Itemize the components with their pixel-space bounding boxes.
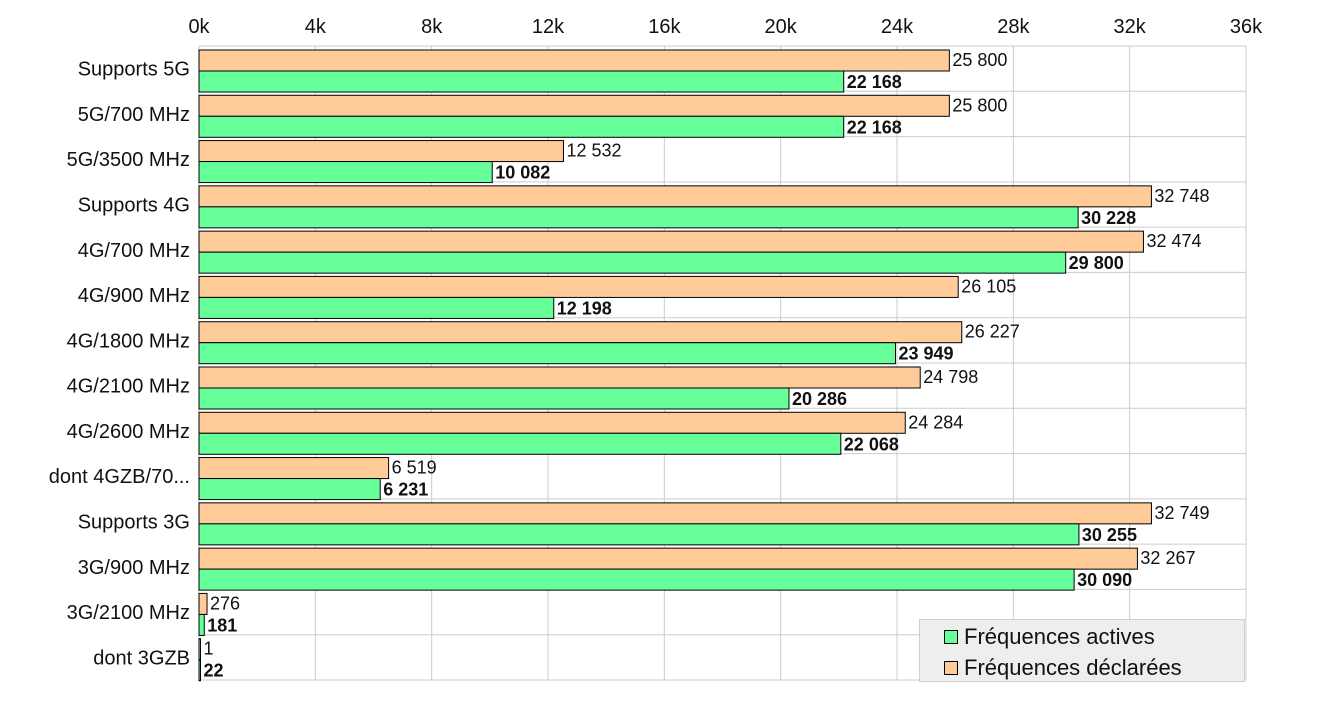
data-label-active: 6 231 — [383, 480, 428, 500]
bar-declared — [198, 457, 390, 480]
bar-active — [198, 568, 1075, 591]
data-label-active: 22 168 — [847, 117, 902, 137]
data-label-active: 181 — [207, 615, 237, 635]
bar-active — [198, 613, 205, 636]
bar-active — [198, 70, 845, 93]
data-label-declared: 26 227 — [965, 322, 1020, 342]
data-label-active: 22 168 — [847, 72, 902, 92]
x-tick-label: 8k — [421, 16, 443, 38]
bar-declared — [198, 140, 564, 163]
category-label: Supports 3G — [78, 512, 190, 534]
category-label: 4G/700 MHz — [78, 240, 190, 262]
legend-label-declared: Fréquences déclarées — [964, 655, 1182, 680]
data-label-declared: 24 798 — [923, 367, 978, 387]
category-label: dont 3GZB — [93, 647, 190, 669]
x-tick-label: 4k — [305, 16, 327, 38]
data-label-declared: 24 284 — [908, 412, 963, 432]
data-label-declared: 32 474 — [1146, 231, 1201, 251]
data-label-declared: 1 — [204, 639, 214, 659]
data-label-active: 23 949 — [899, 344, 954, 364]
data-label-declared: 6 519 — [392, 458, 437, 478]
bar-declared — [198, 411, 906, 434]
bar-active — [198, 115, 845, 138]
category-label: 4G/900 MHz — [78, 285, 190, 307]
category-label: 5G/3500 MHz — [67, 149, 190, 171]
bar-declared — [198, 366, 921, 389]
bar-declared — [198, 592, 208, 615]
data-label-active: 30 228 — [1081, 208, 1136, 228]
category-label: 5G/700 MHz — [78, 104, 190, 126]
x-tick-label: 24k — [881, 16, 914, 38]
data-label-active: 20 286 — [792, 389, 847, 409]
legend-item-declared: Fréquences déclarées — [944, 655, 1182, 681]
data-label-active: 29 800 — [1069, 253, 1124, 273]
x-tick-label: 0k — [188, 16, 210, 38]
x-tick-label: 32k — [1114, 16, 1147, 38]
bar-active — [198, 206, 1079, 229]
bar-active — [198, 161, 493, 184]
bar-declared — [198, 94, 950, 117]
data-label-declared: 12 532 — [566, 141, 621, 161]
bar-active — [198, 659, 201, 682]
category-label: 4G/1800 MHz — [67, 330, 190, 352]
x-tick-label: 36k — [1230, 16, 1263, 38]
data-label-active: 30 255 — [1082, 525, 1137, 545]
bar-active — [198, 387, 790, 410]
bar-declared — [198, 275, 959, 298]
data-label-active: 10 082 — [495, 163, 550, 183]
bar-active — [198, 478, 381, 501]
x-tick-label: 16k — [648, 16, 681, 38]
x-tick-label: 28k — [997, 16, 1030, 38]
bar-active — [198, 251, 1067, 274]
data-label-declared: 32 267 — [1140, 548, 1195, 568]
bar-active — [198, 432, 842, 455]
category-label: Supports 4G — [78, 195, 190, 217]
bar-declared — [198, 185, 1152, 208]
bar-declared — [198, 230, 1144, 253]
legend-swatch-active — [944, 630, 958, 644]
chart-legend: Fréquences actives Fréquences déclarées — [919, 619, 1245, 682]
data-label-declared: 276 — [210, 593, 240, 613]
category-label: dont 4GZB/70... — [49, 466, 190, 488]
data-label-declared: 25 800 — [952, 95, 1007, 115]
data-label-declared: 25 800 — [952, 50, 1007, 70]
data-label-active: 30 090 — [1077, 570, 1132, 590]
bar-active — [198, 342, 897, 365]
bar-declared — [198, 321, 963, 344]
category-label: Supports 5G — [78, 59, 190, 81]
category-label: 4G/2100 MHz — [67, 376, 190, 398]
data-label-active: 22 068 — [844, 434, 899, 454]
category-label: 3G/2100 MHz — [67, 602, 190, 624]
category-label: 3G/900 MHz — [78, 557, 190, 579]
bar-declared — [198, 638, 201, 661]
legend-label-active: Fréquences actives — [964, 624, 1155, 649]
category-label: 4G/2600 MHz — [67, 421, 190, 443]
bar-declared — [198, 49, 950, 72]
data-label-declared: 32 748 — [1154, 186, 1209, 206]
bar-active — [198, 523, 1080, 546]
data-label-declared: 26 105 — [961, 276, 1016, 296]
bar-active — [198, 296, 555, 319]
data-label-active: 12 198 — [557, 298, 612, 318]
bar-declared — [198, 502, 1152, 525]
legend-item-active: Fréquences actives — [944, 624, 1155, 650]
x-tick-label: 20k — [765, 16, 798, 38]
data-label-declared: 32 749 — [1154, 503, 1209, 523]
legend-swatch-declared — [944, 661, 958, 675]
bar-declared — [198, 547, 1138, 570]
data-label-active: 22 — [204, 661, 224, 681]
x-tick-label: 12k — [532, 16, 565, 38]
